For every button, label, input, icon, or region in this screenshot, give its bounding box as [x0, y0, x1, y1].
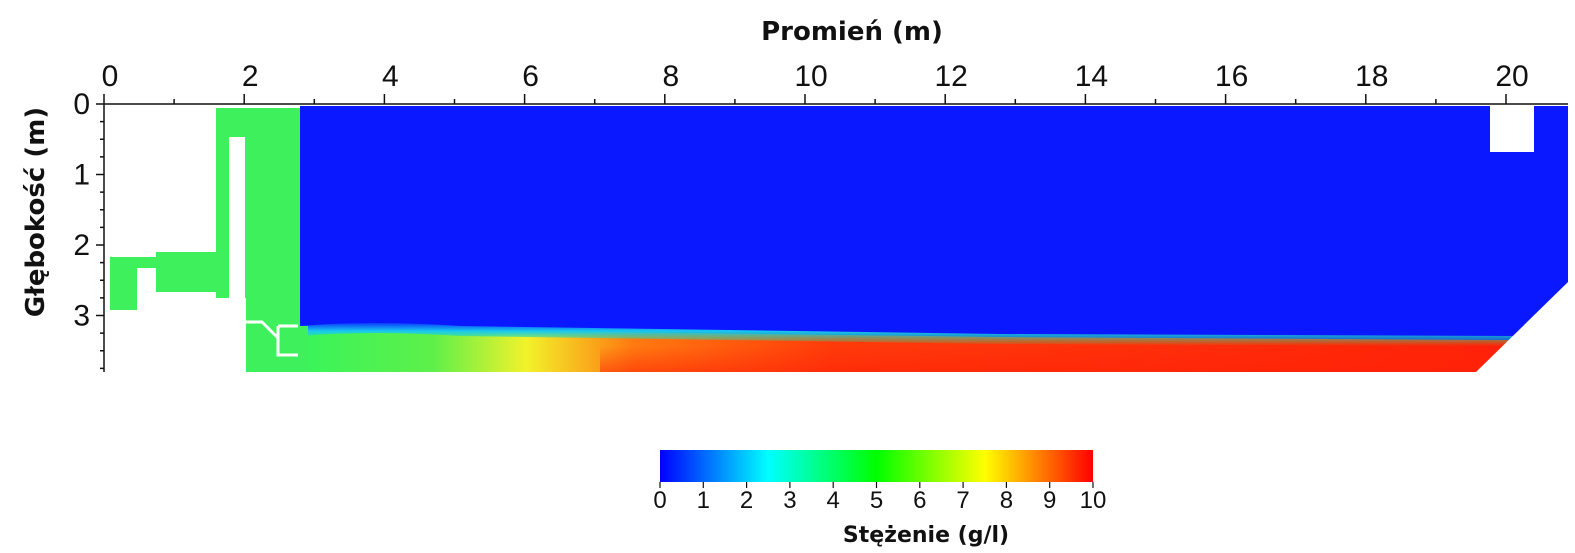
x-tick-label: 6: [522, 60, 539, 93]
y-tick-label: 0: [73, 88, 90, 121]
colorbar-tick-label: 0: [653, 487, 666, 514]
outer-wall-slope: [1476, 282, 1568, 372]
colorbar-gradient: [660, 450, 1093, 482]
y-ticks: 0 1 2 3: [73, 88, 104, 370]
x-tick-label: 0: [102, 60, 119, 93]
inlet-cutouts: [110, 137, 246, 374]
x-tick-label: 18: [1355, 60, 1388, 93]
colorbar-tick-label: 8: [1000, 487, 1013, 514]
colorbar-tick-label: 1: [697, 487, 710, 514]
effluent-baffle: [1490, 106, 1534, 152]
inlet-pipe-lines: [246, 320, 298, 357]
x-ticks: 0 2 4 6 8 10 12 14 16 18 20: [102, 60, 1529, 104]
colorbar-tick-label: 6: [913, 487, 926, 514]
x-tick-label: 10: [794, 60, 827, 93]
colorbar: 0 1 2 3 4 5 6 7 8 9 10 Stężenie (g/l): [653, 450, 1106, 548]
x-tick-label: 20: [1495, 60, 1528, 93]
y-axis-title: Głębokość (m): [21, 107, 51, 317]
colorbar-tick-label: 9: [1043, 487, 1056, 514]
x-tick-label: 8: [662, 60, 679, 93]
y-tick-label: 1: [73, 159, 90, 192]
colorbar-tick-label: 7: [956, 487, 969, 514]
x-tick-label: 2: [242, 60, 259, 93]
colorbar-tick-label: 10: [1080, 487, 1107, 514]
x-tick-label: 16: [1215, 60, 1248, 93]
colorbar-ticks: 0 1 2 3 4 5 6 7 8 9 10: [653, 482, 1106, 514]
y-tick-label: 2: [73, 229, 90, 262]
colorbar-title: Stężenie (g/l): [843, 523, 1009, 548]
x-tick-label: 12: [935, 60, 968, 93]
concentration-field: [110, 106, 1568, 374]
x-axis-title: Promień (m): [761, 17, 943, 47]
x-tick-label: 14: [1075, 60, 1108, 93]
colorbar-tick-label: 2: [740, 487, 753, 514]
colorbar-tick-label: 5: [870, 487, 883, 514]
colorbar-tick-label: 4: [827, 487, 840, 514]
colorbar-tick-label: 3: [783, 487, 796, 514]
y-tick-label: 3: [73, 300, 90, 333]
x-tick-label: 4: [382, 60, 399, 93]
blanket-interface: [300, 323, 1514, 346]
bottom-red-fade: [600, 346, 1480, 372]
